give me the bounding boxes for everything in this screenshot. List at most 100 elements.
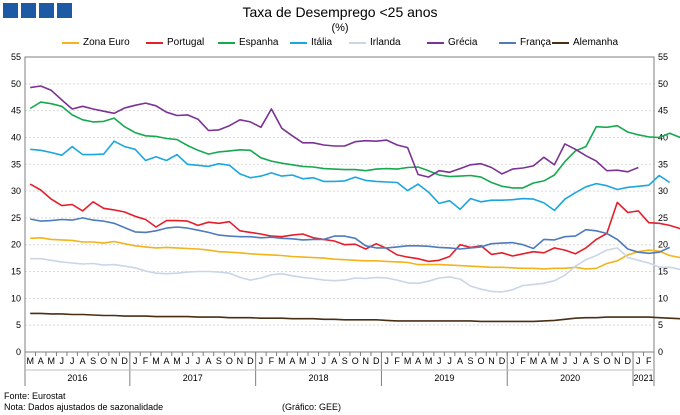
- y-tick-label-left: 30: [11, 186, 21, 196]
- x-month-label: J: [322, 356, 327, 366]
- y-tick-label-left: 20: [11, 240, 21, 250]
- x-month-label: A: [164, 356, 170, 366]
- x-month-label: S: [593, 356, 599, 366]
- legend-label: Itália: [311, 37, 333, 48]
- y-tick-label-left: 50: [11, 79, 21, 89]
- legend-swatch: [499, 41, 516, 44]
- legend-item-zona-euro: Zona Euro: [62, 37, 130, 48]
- series-line-alemanha: [30, 312, 680, 323]
- x-month-label: S: [468, 356, 474, 366]
- x-month-label: F: [394, 356, 400, 366]
- x-month-label: O: [603, 356, 610, 366]
- x-month-label: S: [342, 356, 348, 366]
- y-tick-label-right: 55: [658, 52, 668, 62]
- legend-item-italia: Itália: [290, 37, 332, 48]
- x-year-label: 2017: [183, 373, 203, 383]
- y-tick-label-left: 15: [11, 267, 21, 277]
- legend-swatch: [62, 41, 79, 44]
- y-tick-label-left: 55: [11, 52, 21, 62]
- x-month-label: O: [478, 356, 485, 366]
- gee-logo: [3, 3, 72, 18]
- x-month-label: M: [425, 356, 433, 366]
- x-month-label: M: [530, 356, 538, 366]
- x-month-label: A: [205, 356, 211, 366]
- x-month-label: N: [488, 356, 495, 366]
- x-month-label: J: [311, 356, 316, 366]
- x-month-label: D: [121, 356, 128, 366]
- y-tick-label-right: 0: [658, 347, 663, 357]
- legend-item-espanha: Espanha: [218, 37, 278, 48]
- x-month-label: J: [185, 356, 190, 366]
- x-month-label: J: [563, 356, 568, 366]
- x-month-label: A: [331, 356, 337, 366]
- legend-item-portugal: Portugal: [146, 37, 204, 48]
- y-tick-label-right: 50: [658, 79, 668, 89]
- x-month-label: O: [100, 356, 107, 366]
- x-month-label: M: [47, 356, 55, 366]
- legend-swatch: [427, 41, 444, 44]
- x-year-label: 2018: [309, 373, 329, 383]
- x-month-label: A: [583, 356, 589, 366]
- legend-label: Irlanda: [370, 37, 401, 48]
- legend-item-irlanda: Irlanda: [349, 37, 401, 48]
- x-month-label: M: [404, 356, 412, 366]
- legend-label: Zona Euro: [83, 37, 130, 48]
- x-month-label: D: [499, 356, 506, 366]
- legend-swatch: [552, 41, 569, 44]
- y-tick-label-left: 45: [11, 106, 21, 116]
- x-month-label: M: [551, 356, 559, 366]
- series-line-irlanda: [30, 247, 680, 293]
- legend-swatch: [218, 41, 235, 44]
- series-line-espanha: [29, 101, 680, 189]
- source-note: Fonte: Eurostat: [4, 391, 66, 401]
- series-line-portugal: [29, 183, 680, 263]
- x-month-label: N: [614, 356, 621, 366]
- x-month-label: O: [352, 356, 359, 366]
- x-month-label: J: [384, 356, 389, 366]
- x-month-label: D: [625, 356, 632, 366]
- x-month-label: J: [59, 356, 64, 366]
- x-year-label: 2019: [434, 373, 454, 383]
- x-month-label: F: [646, 356, 652, 366]
- x-month-label: A: [38, 356, 44, 366]
- series-line-franca: [30, 217, 671, 255]
- chart-credit: (Gráfico: GEE): [282, 402, 342, 412]
- x-month-label: J: [447, 356, 452, 366]
- y-tick-label-left: 40: [11, 132, 21, 142]
- x-month-label: M: [278, 356, 286, 366]
- chart-title: Taxa de Desemprego <25 anos: [242, 4, 438, 20]
- legend-label: Espanha: [239, 37, 279, 48]
- x-month-label: D: [247, 356, 254, 366]
- y-tick-label-left: 25: [11, 213, 21, 223]
- series-line-zona-euro: [30, 237, 680, 270]
- x-month-label: A: [415, 356, 421, 366]
- chart-subtitle: (%): [331, 22, 349, 34]
- x-month-label: M: [173, 356, 181, 366]
- x-month-label: N: [237, 356, 244, 366]
- legend-label: França: [520, 37, 552, 48]
- chart-legend: Zona Euro Portugal Espanha Itália Irlanda Gré…: [0, 37, 680, 53]
- x-month-label: J: [259, 356, 264, 366]
- x-month-label: M: [299, 356, 307, 366]
- y-tick-label-right: 30: [658, 186, 668, 196]
- legend-swatch: [146, 41, 163, 44]
- y-tick-label-left: 5: [16, 320, 21, 330]
- x-month-label: A: [457, 356, 463, 366]
- y-tick-label-left: 0: [16, 347, 21, 357]
- y-tick-label-right: 10: [658, 293, 668, 303]
- x-month-label: J: [573, 356, 578, 366]
- x-month-label: J: [437, 356, 442, 366]
- y-tick-label-right: 45: [658, 106, 668, 116]
- legend-label: Portugal: [167, 37, 205, 48]
- series-line-grecia: [30, 85, 639, 178]
- y-tick-label-right: 35: [658, 159, 668, 169]
- x-month-label: D: [373, 356, 380, 366]
- legend-item-alemanha: Alemanha: [552, 37, 618, 48]
- x-month-label: F: [269, 356, 275, 366]
- x-month-label: S: [90, 356, 96, 366]
- x-month-label: N: [362, 356, 369, 366]
- x-month-label: M: [26, 356, 34, 366]
- y-tick-label-right: 25: [658, 213, 668, 223]
- series-line-italia: [30, 140, 671, 212]
